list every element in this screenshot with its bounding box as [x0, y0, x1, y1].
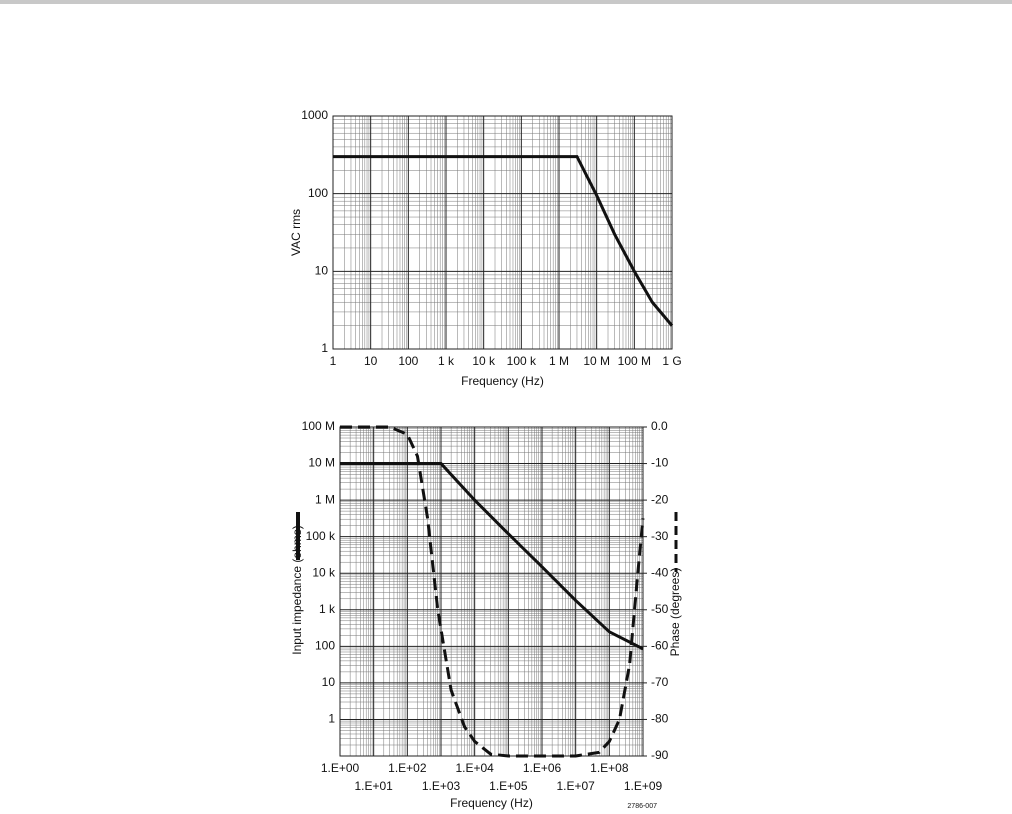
x-tick-label: 1.E+05	[489, 779, 528, 793]
y2-tick-label: -70	[651, 675, 669, 689]
y-tick-label: 1 k	[319, 602, 336, 616]
y-tick-label: 10 k	[312, 565, 336, 579]
x-axis-label: Frequency (Hz)	[450, 796, 533, 810]
x-tick-label: 10 k	[472, 354, 496, 368]
y2-tick-label: -90	[651, 748, 669, 762]
x-tick-label: 100 M	[618, 354, 651, 368]
y-tick-label: 10	[315, 264, 329, 278]
x-tick-label: 1.E+06	[523, 761, 562, 775]
x-tick-label: 1.E+07	[556, 779, 595, 793]
y2-tick-label: 0.0	[651, 419, 668, 433]
x-tick-label: 100	[398, 354, 418, 368]
y-tick-label: 1 M	[315, 492, 335, 506]
annotation: 2786-007	[627, 803, 657, 810]
y2-tick-label: -60	[651, 639, 669, 653]
x-tick-label: 1	[330, 354, 337, 368]
y-tick-label: 1000	[301, 108, 328, 122]
y2-tick-label: -20	[651, 492, 669, 506]
y2-tick-label: -80	[651, 712, 669, 726]
x-axis-label: Frequency (Hz)	[461, 374, 544, 388]
x-tick-label: 1.E+03	[422, 779, 461, 793]
x-tick-label: 1.E+08	[590, 761, 629, 775]
y2-tick-label: -50	[651, 602, 669, 616]
x-tick-label: 100 k	[507, 354, 537, 368]
y-axis-label: Input impedance (ohms)	[290, 525, 304, 654]
y-tick-label: 100 M	[302, 419, 335, 433]
y-tick-label: 10 M	[308, 456, 335, 470]
data-line	[333, 155, 674, 327]
x-tick-label: 1.E+09	[624, 779, 663, 793]
plot-frame	[339, 426, 644, 757]
x-tick-label: 1.E+02	[388, 761, 427, 775]
x-tick-label: 10 M	[583, 354, 610, 368]
y2-tick-label: -30	[651, 529, 669, 543]
top-bar	[0, 0, 1012, 4]
x-tick-label: 1.E+00	[321, 761, 360, 775]
y2-axis-label: Phase (degrees)	[668, 568, 682, 657]
plot-frame	[332, 115, 673, 350]
x-tick-label: 1 M	[549, 354, 569, 368]
y-tick-label: 100	[308, 186, 328, 200]
y-axis-label: VAC rms	[289, 209, 303, 256]
y-tick-label: 1	[328, 712, 335, 726]
y-tick-label: 100 k	[306, 529, 336, 543]
x-tick-label: 1.E+01	[354, 779, 393, 793]
x-tick-label: 1.E+04	[455, 761, 494, 775]
x-tick-label: 1 k	[438, 354, 455, 368]
y-tick-label: 100	[315, 639, 335, 653]
x-tick-label: 1 G	[662, 354, 681, 368]
y2-tick-label: -40	[651, 565, 669, 579]
x-tick-label: 10	[364, 354, 378, 368]
data-line	[340, 462, 644, 651]
y-tick-label: 10	[322, 675, 336, 689]
y2-tick-label: -10	[651, 456, 669, 470]
data-line	[340, 425, 645, 758]
y-tick-label: 1	[321, 341, 328, 355]
